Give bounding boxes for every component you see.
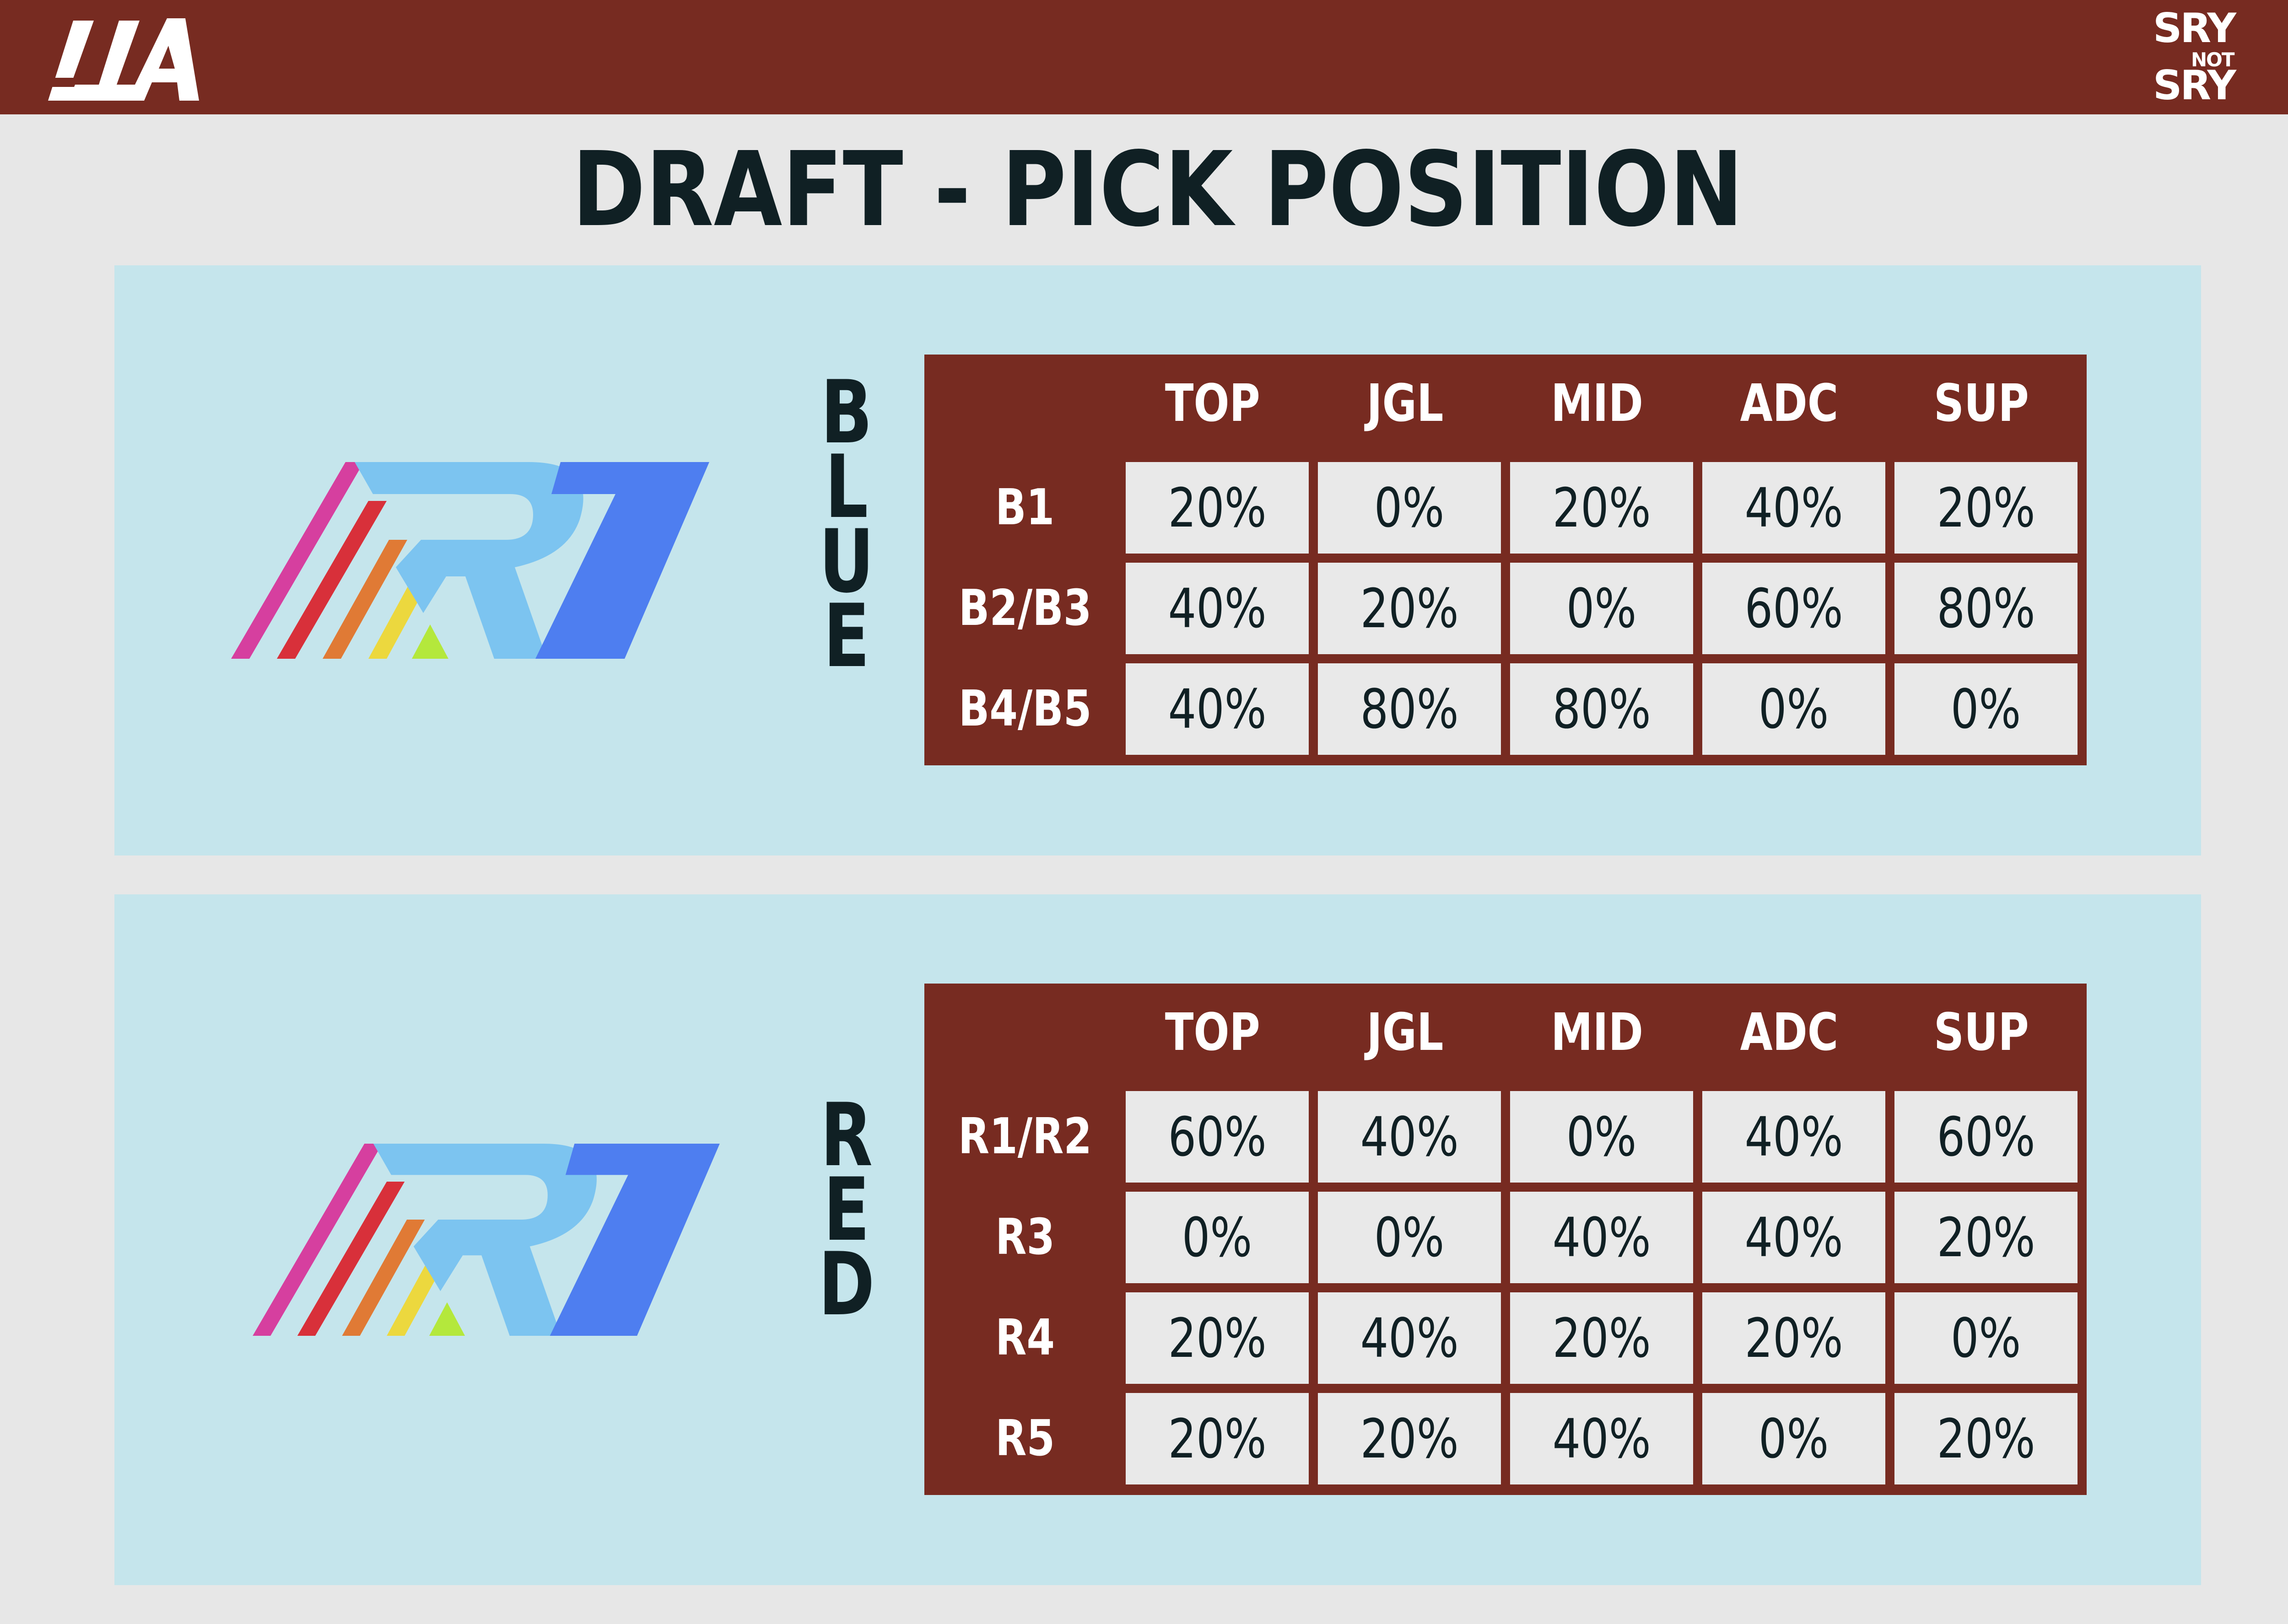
table-cell: 0% <box>1510 1091 1693 1183</box>
column-header-top: TOP <box>1165 374 1261 433</box>
table-cell: 20% <box>1510 462 1693 554</box>
table-cell: 80% <box>1510 663 1693 755</box>
table-cell: 40% <box>1702 462 1885 554</box>
table-cell: 0% <box>1894 663 2078 755</box>
table-cell: 40% <box>1126 563 1309 654</box>
blue-pick-table: TOP JGL MID ADC SUP B1 20% 0% 20% 40% 20% B2/B3 40% 2… <box>924 355 2087 765</box>
row-header: R3 <box>995 1209 1055 1266</box>
table-cell: 20% <box>1894 462 2078 554</box>
table-cell: 0% <box>1894 1292 2078 1384</box>
table-cell: 20% <box>1126 1292 1309 1384</box>
table-cell: 0% <box>1702 1393 1885 1484</box>
r7-team-logo <box>231 462 709 659</box>
column-header-sup: SUP <box>1933 374 2029 433</box>
sponsor-logo-line3: SRY <box>2153 62 2236 109</box>
table-cell: 20% <box>1126 462 1309 554</box>
table-cell: 20% <box>1894 1192 2078 1283</box>
table-cell: 80% <box>1894 563 2078 654</box>
table-cell: 40% <box>1318 1091 1501 1183</box>
table-cell: 80% <box>1318 663 1501 755</box>
table-cell: 0% <box>1702 663 1885 755</box>
table-cell: 20% <box>1702 1292 1885 1384</box>
sponsor-logo-line2: NOT <box>2191 48 2235 71</box>
table-cell: 60% <box>1894 1091 2078 1183</box>
sry-not-sry-logo: SRY NOT SRY <box>2151 8 2242 107</box>
row-header: R1/R2 <box>958 1108 1092 1165</box>
table-cell: 0% <box>1318 1192 1501 1283</box>
sponsor-logo-line1: SRY <box>2153 5 2236 52</box>
header-bar: SRY NOT SRY <box>0 0 2288 114</box>
column-header-adc: ADC <box>1740 374 1839 433</box>
row-header: B4/B5 <box>958 680 1092 737</box>
table-cell: 0% <box>1318 462 1501 554</box>
table-cell: 40% <box>1318 1292 1501 1384</box>
column-header-adc: ADC <box>1740 1003 1839 1062</box>
table-cell: 60% <box>1702 563 1885 654</box>
column-header-top: TOP <box>1165 1003 1261 1062</box>
column-header-sup: SUP <box>1933 1003 2029 1062</box>
table-cell: 40% <box>1510 1393 1693 1484</box>
table-cell: 20% <box>1126 1393 1309 1484</box>
table-cell: 20% <box>1318 563 1501 654</box>
column-header-mid: MID <box>1551 1003 1643 1062</box>
table-cell: 60% <box>1126 1091 1309 1183</box>
column-header-jgl: JGL <box>1366 374 1444 433</box>
red-pick-table: TOP JGL MID ADC SUP R1/R2 60% 40% 0% 40% 60% R3 0% 0%… <box>924 984 2087 1495</box>
row-header: B2/B3 <box>958 580 1092 637</box>
row-header: R4 <box>995 1309 1055 1366</box>
table-cell: 0% <box>1510 563 1693 654</box>
table-cell: 40% <box>1702 1192 1885 1283</box>
table-cell: 20% <box>1510 1292 1693 1384</box>
page-title: DRAFT - PICK POSITION <box>572 130 1743 250</box>
table-cell: 40% <box>1702 1091 1885 1183</box>
lla-brand-logo <box>48 18 199 101</box>
row-header: R5 <box>995 1410 1055 1467</box>
table-cell: 40% <box>1510 1192 1693 1283</box>
column-header-mid: MID <box>1551 374 1643 433</box>
table-cell: 20% <box>1318 1393 1501 1484</box>
column-header-jgl: JGL <box>1366 1003 1444 1062</box>
row-header: B1 <box>995 479 1055 536</box>
table-cell: 40% <box>1126 663 1309 755</box>
table-cell: 20% <box>1894 1393 2078 1484</box>
r7-team-logo <box>253 1144 720 1336</box>
table-cell: 0% <box>1126 1192 1309 1283</box>
